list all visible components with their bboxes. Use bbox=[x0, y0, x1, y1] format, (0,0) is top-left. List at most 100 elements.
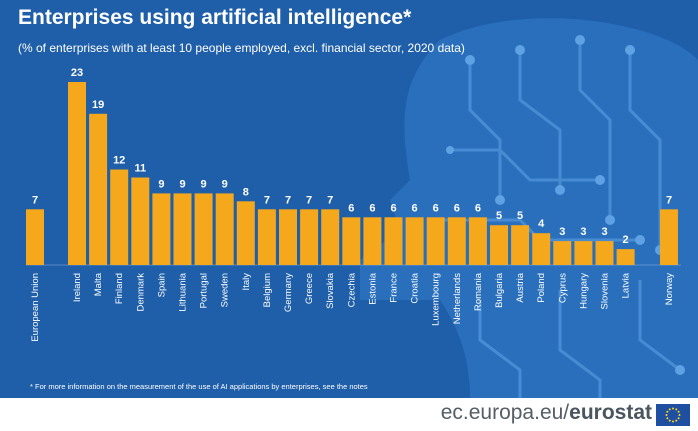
bar-bulgaria bbox=[490, 225, 508, 265]
category-label: Spain bbox=[156, 273, 167, 297]
category-label: Portugal bbox=[199, 273, 210, 308]
value-label: 6 bbox=[475, 202, 481, 214]
bar-slovakia bbox=[321, 209, 340, 265]
value-label: 6 bbox=[412, 202, 418, 214]
bar-malta bbox=[89, 113, 108, 265]
value-labels-group: 7 23 19 12 11 9 9 9 9 8 7 7 7 7 6 6 6 6 6 6 6 5 5 4 3 3 3 2 7 bbox=[32, 67, 672, 246]
bar-greece bbox=[300, 209, 319, 265]
flag-star bbox=[675, 408, 678, 411]
bar-croatia bbox=[405, 217, 424, 265]
bar-spain bbox=[152, 193, 171, 265]
bar-chart: 7 23 19 12 11 9 9 9 9 8 7 7 7 7 6 6 6 6 6 6 6 5 5 4 3 3 3 2 7 Europe… bbox=[26, 67, 681, 342]
category-label: European Union bbox=[30, 273, 41, 342]
category-label: Netherlands bbox=[452, 273, 463, 324]
category-label: Slovenia bbox=[600, 272, 611, 309]
value-label: 8 bbox=[243, 186, 249, 198]
value-label: 5 bbox=[496, 210, 502, 222]
value-label: 7 bbox=[285, 194, 291, 206]
value-label: 7 bbox=[327, 194, 333, 206]
category-label: Romania bbox=[473, 272, 484, 311]
chart-title: Enterprises using artificial intelligenc… bbox=[18, 6, 412, 29]
value-label: 3 bbox=[580, 226, 586, 238]
flag-star bbox=[672, 420, 674, 423]
bar-germany bbox=[279, 209, 297, 265]
bar-netherlands bbox=[447, 217, 466, 265]
value-label: 7 bbox=[666, 194, 672, 206]
bar-portugal bbox=[194, 193, 213, 265]
value-label: 23 bbox=[71, 67, 83, 79]
chart-panel: 7 23 19 12 11 9 9 9 9 8 7 7 7 7 6 6 6 6 6 6 6 5 5 4 3 3 3 2 7 Europe… bbox=[0, 0, 698, 398]
category-label: Hungary bbox=[578, 273, 589, 309]
bar-france bbox=[384, 217, 403, 265]
footer-bar: ec.europa.eu/eurostat bbox=[0, 398, 698, 431]
category-label: France bbox=[389, 273, 400, 303]
value-label: 19 bbox=[92, 99, 104, 111]
bar-ireland bbox=[68, 82, 86, 265]
bar-cyprus bbox=[553, 241, 572, 265]
category-label: Lithuania bbox=[178, 272, 189, 311]
category-label: Bulgaria bbox=[494, 272, 505, 308]
value-label: 5 bbox=[517, 210, 523, 222]
bar-luxembourg bbox=[426, 217, 445, 265]
flag-star bbox=[665, 414, 668, 416]
flag-star bbox=[677, 417, 680, 420]
bar-romania bbox=[468, 217, 487, 265]
value-label: 6 bbox=[390, 202, 396, 214]
value-label: 7 bbox=[264, 194, 270, 206]
flag-star bbox=[668, 419, 671, 422]
bar-belgium bbox=[257, 209, 276, 265]
value-label: 4 bbox=[538, 218, 545, 230]
eu-flag-icon bbox=[656, 404, 690, 426]
category-label: Italy bbox=[241, 273, 252, 291]
bar-sweden bbox=[215, 193, 234, 265]
bar-estonia bbox=[363, 217, 382, 265]
category-label: Luxembourg bbox=[431, 273, 442, 326]
value-label: 12 bbox=[113, 155, 125, 167]
category-label: Norway bbox=[664, 273, 675, 305]
bar-poland bbox=[532, 233, 551, 265]
category-label: Austria bbox=[515, 272, 526, 302]
ai-head-circuit-background bbox=[360, 18, 698, 398]
value-label: 6 bbox=[348, 202, 354, 214]
chart-subtitle: (% of enterprises with at least 10 peopl… bbox=[18, 41, 465, 55]
bar-latvia bbox=[616, 249, 635, 265]
bars-group bbox=[26, 82, 678, 265]
value-label: 7 bbox=[306, 194, 312, 206]
value-label: 9 bbox=[158, 178, 164, 190]
category-label: Cyprus bbox=[557, 273, 568, 303]
category-label: Slovakia bbox=[325, 272, 336, 309]
flag-star bbox=[666, 417, 669, 420]
footnote: * For more information on the measuremen… bbox=[30, 382, 368, 391]
value-label: 3 bbox=[601, 226, 607, 238]
category-label: Belgium bbox=[262, 273, 273, 307]
bar-european-union bbox=[26, 209, 44, 265]
category-label: Greece bbox=[304, 273, 315, 304]
site-brand: eurostat bbox=[569, 401, 652, 424]
category-label: Malta bbox=[93, 272, 104, 296]
value-label: 3 bbox=[559, 226, 565, 238]
value-label: 9 bbox=[222, 178, 228, 190]
category-label: Germany bbox=[283, 273, 294, 312]
value-label: 6 bbox=[369, 202, 375, 214]
bar-italy bbox=[236, 201, 255, 265]
flag-star bbox=[678, 414, 681, 416]
flag-star bbox=[668, 408, 671, 411]
bar-norway bbox=[660, 209, 678, 265]
value-label: 6 bbox=[433, 202, 439, 214]
bar-finland bbox=[110, 169, 129, 265]
category-label: Poland bbox=[536, 273, 547, 303]
value-label: 6 bbox=[454, 202, 460, 214]
bar-slovenia bbox=[595, 241, 614, 265]
value-label: 9 bbox=[201, 178, 207, 190]
category-label: Estonia bbox=[367, 272, 378, 304]
category-label: Finland bbox=[114, 273, 125, 304]
flag-star bbox=[677, 410, 680, 413]
bar-czechia bbox=[342, 217, 361, 265]
value-label: 2 bbox=[623, 234, 629, 246]
category-label: Sweden bbox=[220, 273, 231, 307]
bar-austria bbox=[511, 225, 530, 265]
category-label: Latvia bbox=[621, 272, 632, 298]
bar-denmark bbox=[131, 177, 150, 265]
eurostat-link[interactable]: ec.europa.eu/eurostat bbox=[441, 401, 652, 425]
